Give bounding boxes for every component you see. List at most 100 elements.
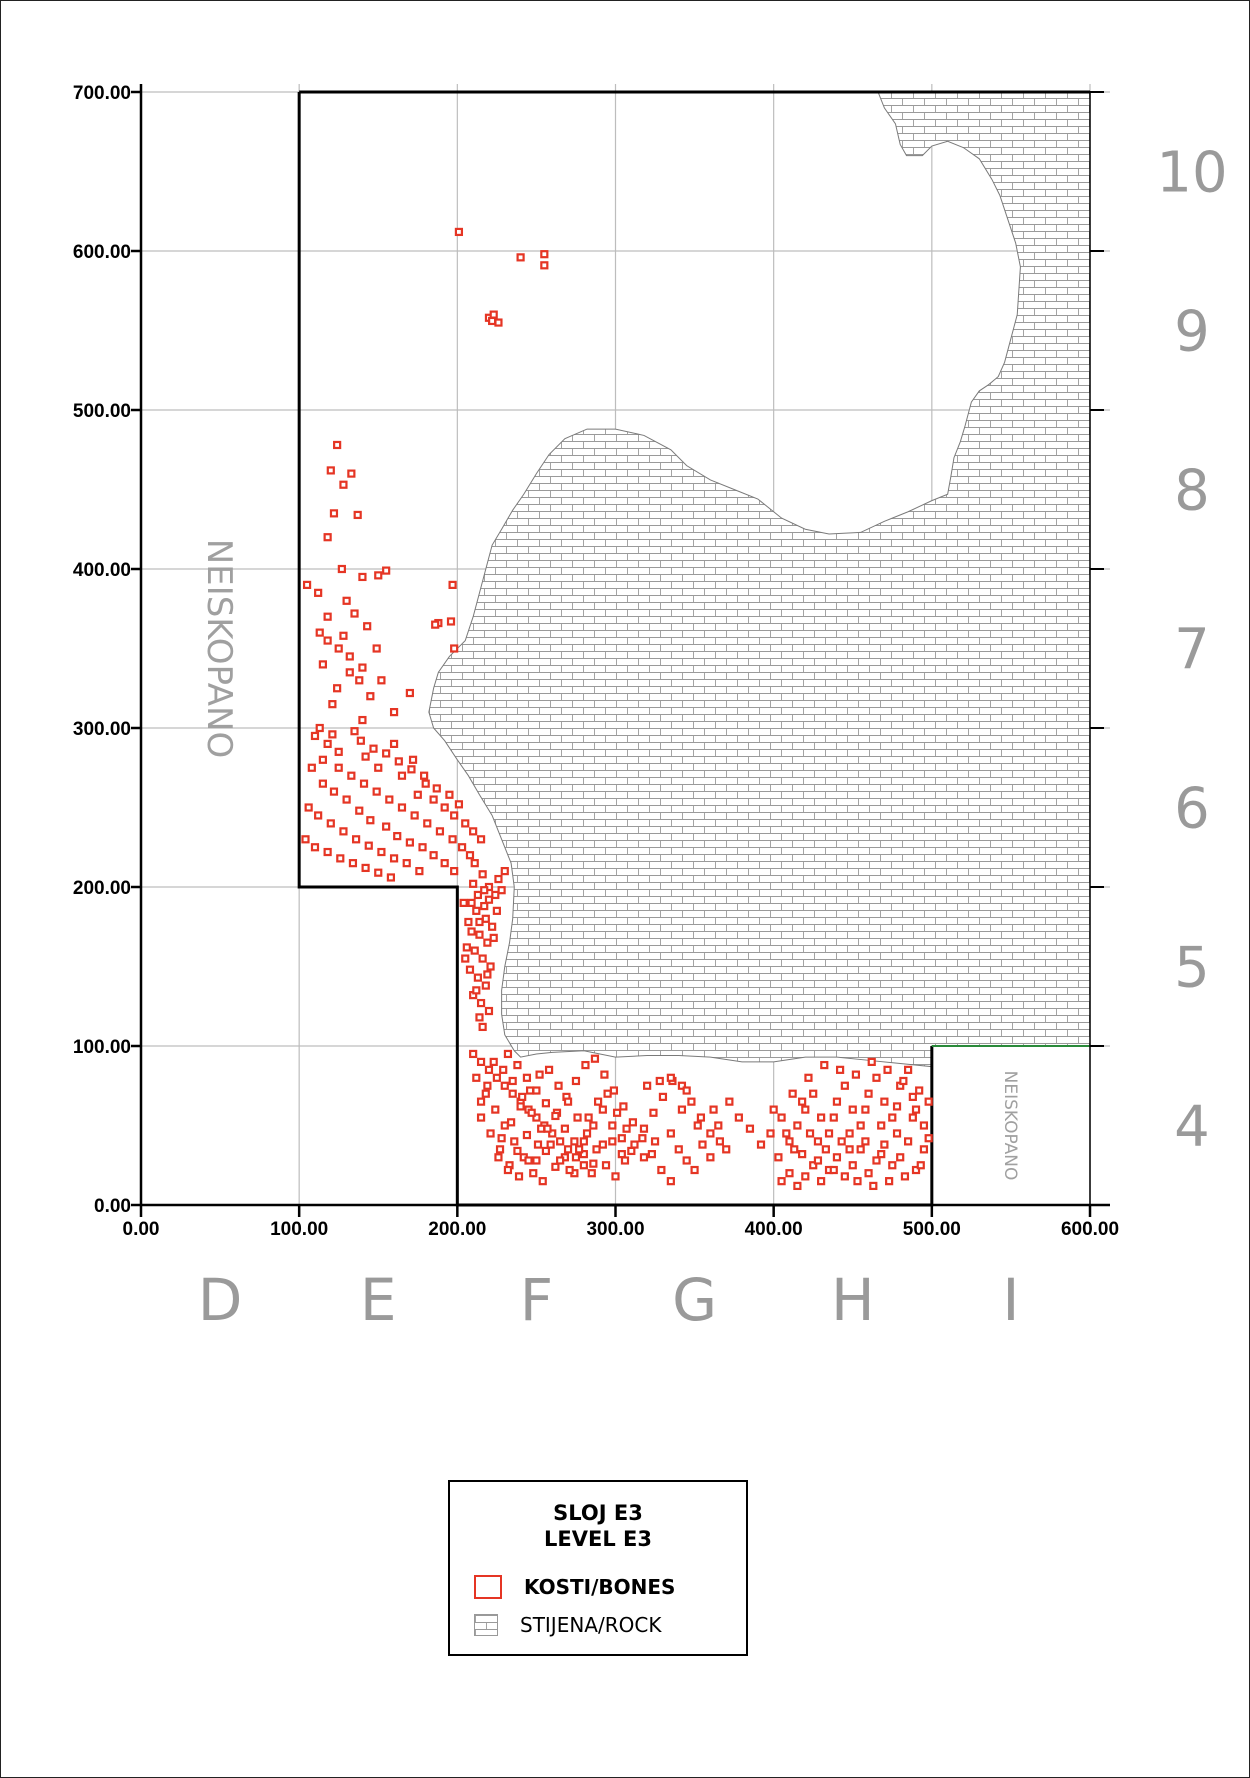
bone-point [364, 841, 373, 850]
bone-point [352, 835, 361, 844]
bone-point [429, 851, 438, 860]
bone-point [489, 1057, 498, 1067]
bone-point [617, 1134, 626, 1143]
bone-point [813, 1137, 823, 1146]
bone-point [677, 1105, 687, 1114]
bone-point [507, 1118, 516, 1127]
bone-point [535, 1070, 544, 1079]
bone-point [638, 1134, 647, 1143]
bone-point [318, 779, 327, 788]
bone-point [470, 946, 479, 955]
y-tick-label: 0.00 [94, 1196, 131, 1217]
bone-point [481, 914, 490, 923]
bone-point [475, 917, 484, 927]
bone-point [329, 787, 339, 796]
x-tick-label: 200.00 [428, 1219, 486, 1240]
bone-point [924, 1134, 933, 1143]
bone-point [845, 1145, 854, 1154]
bone-point [877, 1121, 886, 1130]
bone-point [579, 1150, 588, 1159]
bone-point [832, 1153, 842, 1162]
bone-point [589, 1159, 598, 1168]
bone-point [500, 1121, 509, 1130]
bone-point [570, 1137, 579, 1146]
bone-point [480, 901, 489, 911]
bone-point [911, 1105, 921, 1114]
row-number-label: 7 [1174, 618, 1210, 683]
bone-point [835, 1065, 845, 1074]
legend-bones-label: KOSTI/BONES [524, 1575, 676, 1599]
column-letter-label: E [360, 1266, 397, 1334]
bone-point [592, 1145, 601, 1154]
bone-point [489, 310, 498, 319]
bone-point [333, 684, 342, 693]
bone-point [848, 1105, 857, 1114]
bone-point [486, 962, 495, 971]
bone-point [883, 1065, 892, 1074]
bone-point [856, 1145, 865, 1154]
bone-point [924, 1097, 933, 1106]
bone-point [323, 533, 332, 542]
bone-point [386, 873, 396, 882]
bone-point [571, 1153, 581, 1162]
bone-point [522, 1073, 532, 1082]
bone-point [896, 1153, 905, 1162]
axes [131, 84, 1110, 1217]
bone-point [318, 755, 327, 764]
bone-point [494, 874, 503, 884]
bone-point [418, 843, 427, 852]
row-number-label: 8 [1174, 459, 1210, 524]
bone-point [540, 250, 549, 259]
bone-point [363, 622, 372, 631]
bone-point [756, 1140, 766, 1149]
bone-point [336, 854, 345, 863]
bone-point [709, 1105, 718, 1114]
bone-point [333, 440, 342, 450]
bone-point [537, 1124, 546, 1133]
bone-point [690, 1165, 699, 1175]
bone-point [533, 1140, 543, 1149]
bone-point [503, 1049, 513, 1059]
bone-point [315, 723, 324, 733]
bone-point [472, 986, 481, 995]
bone-point [405, 688, 414, 698]
bone-point [809, 1161, 818, 1170]
bone-point [382, 566, 391, 575]
bone-point [342, 795, 351, 804]
bone-point [809, 1089, 818, 1098]
bone-point [899, 1076, 908, 1086]
bone-point [544, 1065, 554, 1074]
bone-point [353, 510, 362, 520]
bone-point [824, 1129, 834, 1138]
bone-point [575, 1145, 584, 1154]
bone-point [480, 886, 489, 895]
bone-point [464, 917, 473, 927]
bone-point [459, 898, 468, 908]
bone-point [476, 1057, 486, 1067]
bone-point [314, 811, 323, 820]
bone-point [483, 938, 492, 947]
bone-point [608, 1121, 617, 1130]
bone-points [301, 227, 933, 1191]
bone-point [461, 954, 470, 963]
bone-point [594, 1097, 603, 1106]
bone-point [856, 1121, 865, 1130]
bone-point [706, 1153, 715, 1162]
bone-point [508, 1076, 517, 1086]
bone-point [446, 617, 456, 626]
bone-point [888, 1113, 897, 1122]
bone-point [579, 1137, 588, 1146]
bone-point [639, 1153, 649, 1162]
bone-point [687, 1097, 696, 1106]
unexcavated-label: NEISKOPANO [199, 539, 239, 759]
bone-point [790, 1145, 799, 1154]
rock-polygon [428, 92, 1091, 1068]
bone-point [476, 998, 486, 1008]
legend-title-2: LEVEL E3 [544, 1527, 652, 1551]
bone-point [581, 1060, 590, 1070]
bone-point [513, 1060, 522, 1070]
bone-point [358, 663, 367, 672]
column-letter-label: H [831, 1266, 875, 1334]
bone-point [919, 1121, 929, 1130]
